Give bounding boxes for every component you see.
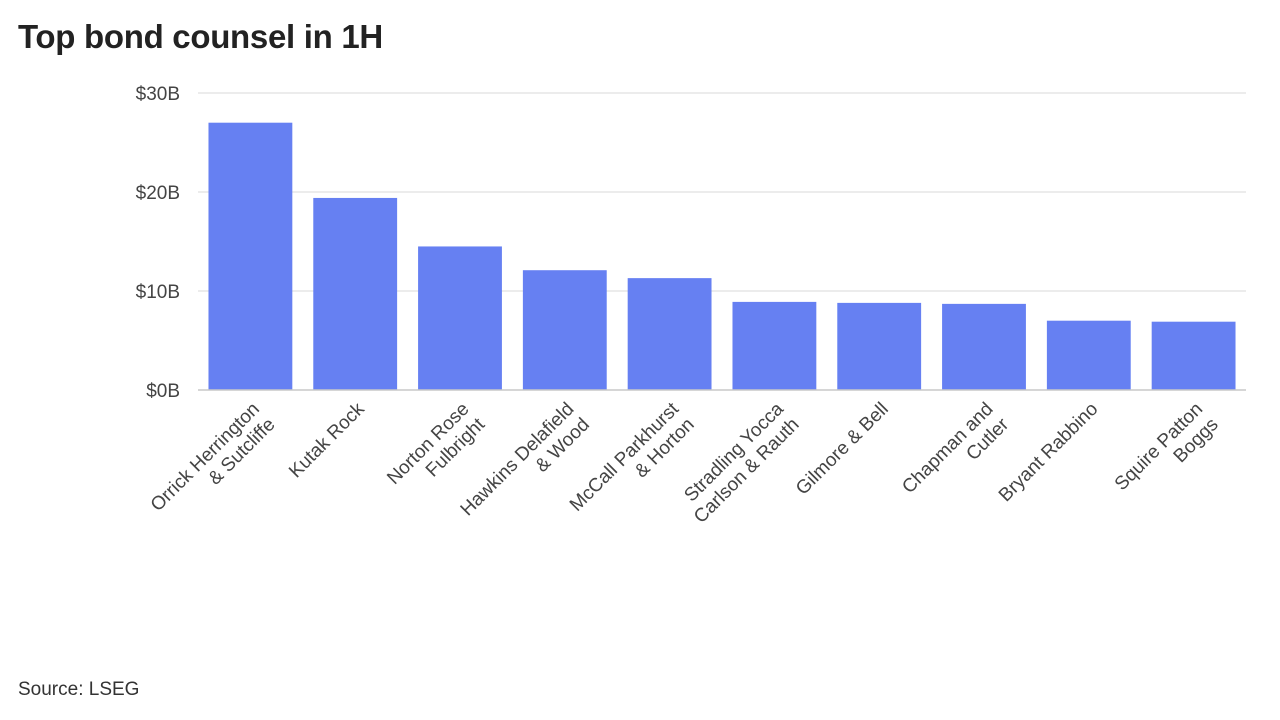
bar (313, 197, 398, 390)
bar (418, 246, 502, 390)
bar (837, 302, 922, 390)
x-tick-label: Orrick Herrington& Sutcliffe (147, 399, 280, 532)
bar (1151, 321, 1236, 390)
bars (208, 122, 1236, 390)
x-tick-label: Kutak Rock (285, 398, 369, 482)
bar (1046, 320, 1131, 390)
bar (732, 301, 817, 390)
y-axis-ticks: $0B $10B $20B $30B (136, 84, 180, 402)
source-note: Source: LSEG (18, 679, 140, 700)
bar (942, 303, 1026, 390)
y-tick-label: $30B (136, 84, 180, 105)
x-axis-labels: Orrick Herrington& Sutcliffe Kutak Rock No… (147, 398, 1223, 532)
x-tick-label: Chapman andCutler (898, 398, 1013, 513)
bar (627, 278, 712, 390)
bar (208, 122, 293, 390)
chart-title: Top bond counsel in 1H (18, 18, 383, 55)
y-tick-label: $0B (146, 381, 180, 402)
x-tick-label: Stradling YoccaCarlson & Rauth (675, 398, 804, 527)
bar (522, 270, 607, 390)
x-tick-label: Gilmore & Bell (792, 399, 893, 500)
y-tick-label: $20B (136, 183, 180, 204)
x-tick-label: Squire PattonBoggs (1111, 399, 1223, 511)
x-tick-label: Bryant Rabbino (995, 399, 1102, 506)
x-tick-label: McCall Parkhurst& Horton (566, 398, 699, 531)
y-tick-label: $10B (136, 282, 180, 303)
